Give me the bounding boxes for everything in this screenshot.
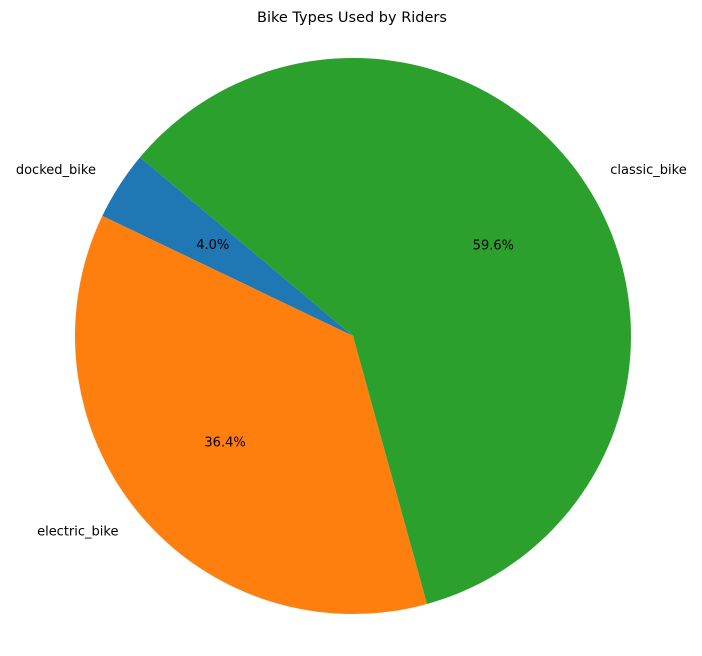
- pct-label-classic-bike: 59.6%: [473, 238, 514, 253]
- pie-labels: docked_bike 4.0% electric_bike 36.4% classic…: [16, 163, 687, 540]
- pie-slices: [75, 57, 632, 614]
- pie-slice-electric-bike: [75, 215, 428, 614]
- slice-label-electric-bike: electric_bike: [37, 525, 118, 540]
- pie-slice-docked-bike: [102, 157, 353, 336]
- chart-title: Bike Types Used by Riders: [257, 10, 447, 26]
- pie-slice-classic-bike: [140, 57, 632, 604]
- slice-label-classic-bike: classic_bike: [610, 163, 686, 178]
- pct-label-electric-bike: 36.4%: [204, 436, 245, 451]
- pct-label-docked-bike: 4.0%: [196, 238, 229, 253]
- slice-label-docked-bike: docked_bike: [16, 163, 96, 178]
